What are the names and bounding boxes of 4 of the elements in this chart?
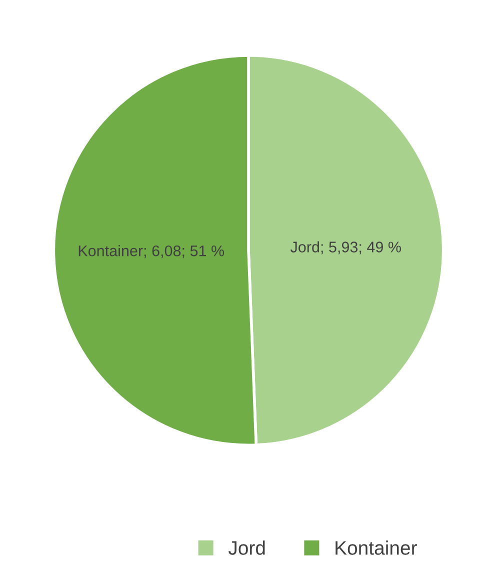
data-label: Kontainer; 6,08; 51 % xyxy=(78,245,224,258)
legend-label: Jord xyxy=(228,540,265,555)
data-label: Jord; 5,93; 49 % xyxy=(290,241,401,254)
legend-label: Kontainer xyxy=(336,540,417,555)
